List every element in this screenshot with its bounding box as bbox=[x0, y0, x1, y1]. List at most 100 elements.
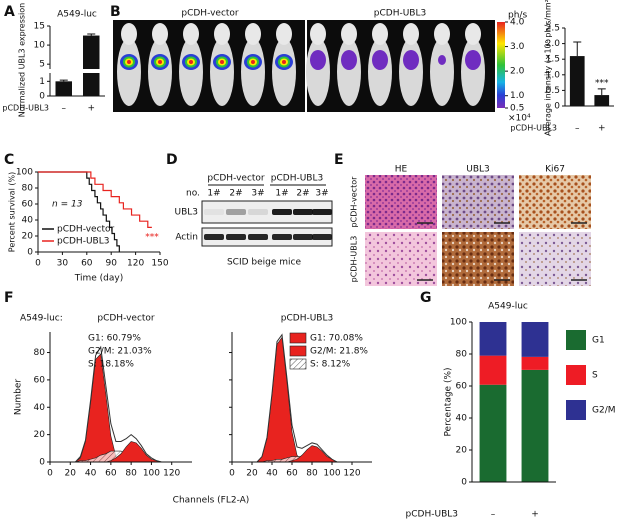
signal bbox=[158, 60, 162, 64]
legend-label: G2/M: 21.03% bbox=[88, 347, 152, 357]
mouse-body bbox=[148, 38, 172, 106]
y-tick-label: 40 bbox=[34, 403, 46, 413]
y-tick-label: 100 bbox=[16, 168, 33, 178]
panel-label: A bbox=[4, 4, 15, 20]
legend-label: pCDH-vector bbox=[57, 225, 115, 235]
bar-segment bbox=[479, 355, 507, 385]
mouse-head bbox=[310, 23, 326, 45]
significance: *** bbox=[145, 233, 159, 243]
y-tick-label: 0 bbox=[39, 92, 45, 102]
band bbox=[226, 234, 246, 240]
y-axis-label: Average intensity (×10⁶ ph/s/mm²) bbox=[544, 0, 553, 136]
x-tick-label: 60 bbox=[81, 259, 93, 269]
group-label: pCDH-UBL3 bbox=[271, 174, 323, 184]
colorbar-tick-label: 0.5 bbox=[510, 104, 524, 114]
mouse-head bbox=[245, 23, 261, 45]
y-tick-label: 1.0 bbox=[546, 70, 561, 80]
y-tick-label: 15 bbox=[34, 22, 45, 32]
x-tick-label: – bbox=[575, 124, 580, 134]
row-label: Actin bbox=[175, 233, 198, 243]
mouse-body bbox=[272, 38, 296, 106]
mouse-body bbox=[117, 38, 141, 106]
panel-label: E bbox=[334, 152, 344, 168]
x-axis-label: pCDH-UBL3 bbox=[406, 510, 458, 520]
x-axis-label: Time (day) bbox=[74, 274, 123, 284]
bar-segment bbox=[521, 369, 549, 482]
mouse-head bbox=[121, 23, 137, 45]
band bbox=[226, 209, 246, 215]
band bbox=[204, 234, 224, 240]
mouse-body bbox=[241, 38, 265, 106]
y-tick-label: 60 bbox=[34, 375, 46, 385]
mouse-body bbox=[368, 38, 392, 106]
bar bbox=[569, 56, 585, 106]
band bbox=[293, 234, 313, 240]
bar-segment bbox=[479, 384, 507, 482]
signal bbox=[341, 50, 357, 70]
y-tick-label: 20 bbox=[34, 430, 46, 440]
row-label: pCDH-UBL3 bbox=[350, 236, 359, 283]
signal bbox=[251, 60, 255, 64]
survival-line bbox=[38, 171, 120, 252]
mouse-head bbox=[403, 23, 419, 45]
survival-line bbox=[38, 171, 152, 228]
lane-label: 2# bbox=[296, 189, 309, 199]
mouse-head bbox=[152, 23, 168, 45]
band bbox=[272, 234, 292, 240]
legend-swatch bbox=[566, 365, 586, 385]
x-tick-label: 120 bbox=[163, 469, 180, 479]
mouse-head bbox=[214, 23, 230, 45]
mouse-body bbox=[306, 38, 330, 106]
band bbox=[204, 209, 224, 215]
x-tick-label: + bbox=[598, 124, 606, 134]
y-tick-label: 60 bbox=[456, 382, 468, 392]
y-tick-label: 1 bbox=[39, 77, 45, 87]
y-tick-label: 100 bbox=[450, 318, 467, 328]
y-tick-label: 0 bbox=[39, 458, 45, 468]
row-label: UBL3 bbox=[174, 208, 198, 218]
y-axis-label: Percentage (%) bbox=[444, 367, 454, 436]
x-tick-label: 100 bbox=[323, 469, 340, 479]
legend-label: S: 8.12% bbox=[310, 360, 351, 370]
y-tick-label: 2.0 bbox=[546, 39, 561, 49]
group-label: pCDH-vector bbox=[207, 174, 265, 184]
y-tick-label: 20 bbox=[22, 232, 34, 242]
colorbar-tick-label: 4.0 bbox=[510, 18, 525, 28]
panel-label: B bbox=[110, 4, 121, 20]
mouse-body bbox=[210, 38, 234, 106]
chart-title: A549-luc bbox=[57, 10, 97, 20]
group-label: pCDH-vector bbox=[181, 9, 239, 19]
colorbar-tick-label: 1.0 bbox=[510, 91, 525, 101]
y-tick-label: 20 bbox=[456, 446, 468, 456]
panel-title: pCDH-UBL3 bbox=[281, 314, 333, 324]
error-bar bbox=[87, 33, 96, 36]
lane-label: 3# bbox=[315, 189, 328, 199]
x-tick-label: + bbox=[531, 510, 539, 520]
signal bbox=[403, 50, 419, 70]
column-label: HE bbox=[395, 165, 408, 175]
x-tick-label: 80 bbox=[306, 469, 318, 479]
x-tick-label: 60 bbox=[286, 469, 298, 479]
x-tick-label: 100 bbox=[143, 469, 160, 479]
legend-label: S bbox=[592, 371, 598, 381]
error-bar bbox=[573, 41, 582, 57]
band bbox=[312, 209, 332, 215]
lane-label: 3# bbox=[251, 189, 264, 199]
mouse-body bbox=[399, 38, 423, 106]
fit-area bbox=[70, 353, 182, 463]
x-tick-label: 80 bbox=[125, 469, 137, 479]
x-tick-label: – bbox=[491, 510, 496, 520]
error-bar bbox=[597, 88, 606, 96]
significance: *** bbox=[595, 78, 609, 88]
bar bbox=[594, 95, 610, 106]
mouse-body bbox=[461, 38, 485, 106]
lane-label: 2# bbox=[229, 189, 242, 199]
x-tick-label: 30 bbox=[57, 259, 69, 269]
panel-label: D bbox=[166, 152, 178, 168]
panel-label: C bbox=[4, 152, 14, 168]
colorbar-multiplier: ×10⁴ bbox=[508, 114, 531, 124]
y-axis-label: Number bbox=[14, 379, 24, 415]
y-axis-label: Percent survival (%) bbox=[8, 172, 17, 252]
legend-swatch bbox=[289, 332, 307, 344]
signal bbox=[127, 60, 131, 64]
